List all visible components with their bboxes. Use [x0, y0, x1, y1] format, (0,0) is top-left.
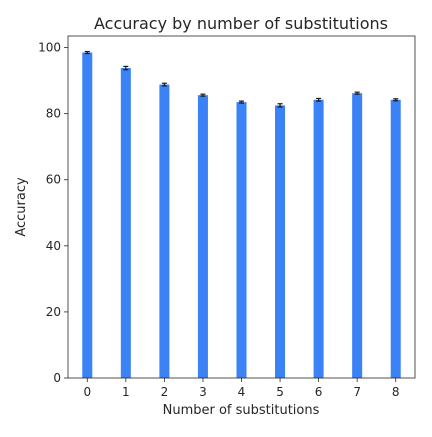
bars-layer — [82, 50, 401, 379]
x-tick-label-1: 1 — [122, 385, 130, 399]
y-tick-label-60: 60 — [46, 173, 61, 187]
x-tick-label-2: 2 — [161, 385, 169, 399]
y-axis-label: Accuracy — [14, 177, 29, 237]
x-axis-label: Number of substitutions — [163, 403, 320, 418]
plot-frame — [67, 35, 416, 379]
x-tick-label-3: 3 — [199, 385, 207, 399]
bar-0 — [82, 52, 93, 379]
bar-3 — [197, 95, 208, 379]
x-tick-label-8: 8 — [392, 385, 400, 399]
chart-title: Accuracy by number of substitutions — [94, 14, 388, 33]
x-tick-label-4: 4 — [238, 385, 246, 399]
y-tick-label-80: 80 — [46, 107, 61, 121]
bar-8 — [390, 99, 401, 379]
x-tick-label-5: 5 — [276, 385, 284, 399]
x-tick-label-0: 0 — [83, 385, 91, 399]
y-tick-label-20: 20 — [46, 305, 61, 319]
y-tick-label-100: 100 — [38, 41, 61, 55]
bar-6 — [313, 99, 324, 379]
x-tick-label-6: 6 — [315, 385, 323, 399]
y-tick-label-0: 0 — [53, 371, 61, 385]
bar-1 — [120, 68, 131, 379]
y-tick-label-40: 40 — [46, 239, 61, 253]
bar-7 — [352, 93, 363, 379]
x-tick-label-7: 7 — [353, 385, 361, 399]
bar-4 — [236, 102, 247, 378]
bar-5 — [275, 105, 286, 378]
bar-2 — [159, 84, 170, 378]
